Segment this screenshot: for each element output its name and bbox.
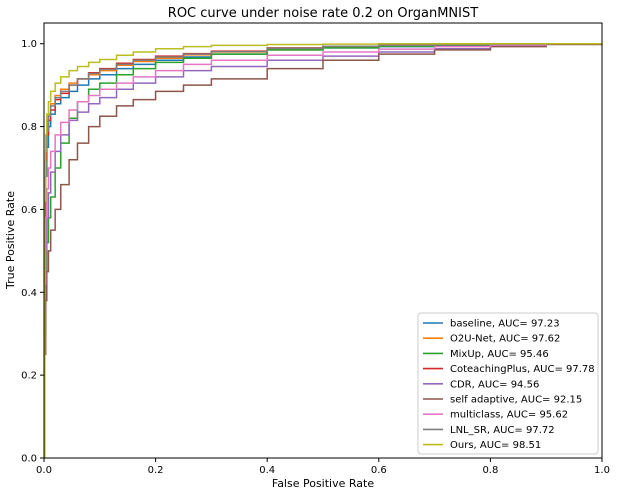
- legend-label-7: multiclass, AUC= 95.62: [450, 410, 568, 421]
- legend-label-4: CoteachingPlus, AUC= 97.78: [450, 364, 595, 375]
- plot-area: 0.0 0.2 0.4 0.6 0.8 1.0 0.0 0.2 0.4 0.6 0.8 1.0: [21, 22, 610, 476]
- chart-title: ROC curve under noise rate 0.2 on OrganM…: [168, 6, 478, 21]
- x-axis: 0.0 0.2 0.4 0.6 0.8 1.0: [36, 458, 610, 476]
- x-axis-label: False Positive Rate: [272, 477, 374, 490]
- legend-label-6: self adaptive, AUC= 92.15: [450, 395, 582, 406]
- legend-label-8: LNL_SR, AUC= 97.72: [450, 425, 555, 436]
- x-tick-label: 0.0: [36, 465, 52, 476]
- legend-label-1: baseline, AUC= 97.23: [450, 319, 560, 330]
- series-line-7: [44, 42, 602, 458]
- axes-frame: [43, 22, 603, 459]
- x-tick-label: 0.6: [371, 465, 387, 476]
- y-tick-label: 0.0: [21, 454, 37, 465]
- series-line-3: [44, 42, 602, 458]
- x-tick-label: 0.4: [259, 465, 275, 476]
- y-tick-label: 0.6: [21, 205, 37, 216]
- x-tick-label: 0.2: [148, 465, 164, 476]
- x-tick-label: 0.8: [482, 465, 498, 476]
- series-group: [44, 42, 602, 458]
- y-axis: 0.0 0.2 0.4 0.6 0.8 1.0: [21, 39, 44, 465]
- legend-label-5: CDR, AUC= 94.56: [450, 379, 539, 390]
- series-line-8: [44, 42, 602, 458]
- legend-label-2: O2U-Net, AUC= 97.62: [450, 334, 560, 345]
- x-tick-label: 1.0: [594, 465, 610, 476]
- series-line-6: [44, 43, 602, 458]
- series-line-9: [44, 42, 602, 458]
- y-tick-label: 1.0: [21, 39, 37, 50]
- y-tick-label: 0.2: [21, 371, 37, 382]
- y-tick-label: 0.4: [21, 288, 37, 299]
- y-axis-label: True Positive Rate: [4, 191, 17, 290]
- series-line-5: [44, 43, 602, 458]
- y-tick-label: 0.8: [21, 122, 37, 133]
- legend-label-9: Ours, AUC= 98.51: [450, 440, 541, 451]
- legend: baseline, AUC= 97.23 O2U-Net, AUC= 97.62 M…: [417, 312, 599, 455]
- legend-box: [417, 312, 599, 455]
- legend-label-3: MixUp, AUC= 95.46: [450, 349, 549, 360]
